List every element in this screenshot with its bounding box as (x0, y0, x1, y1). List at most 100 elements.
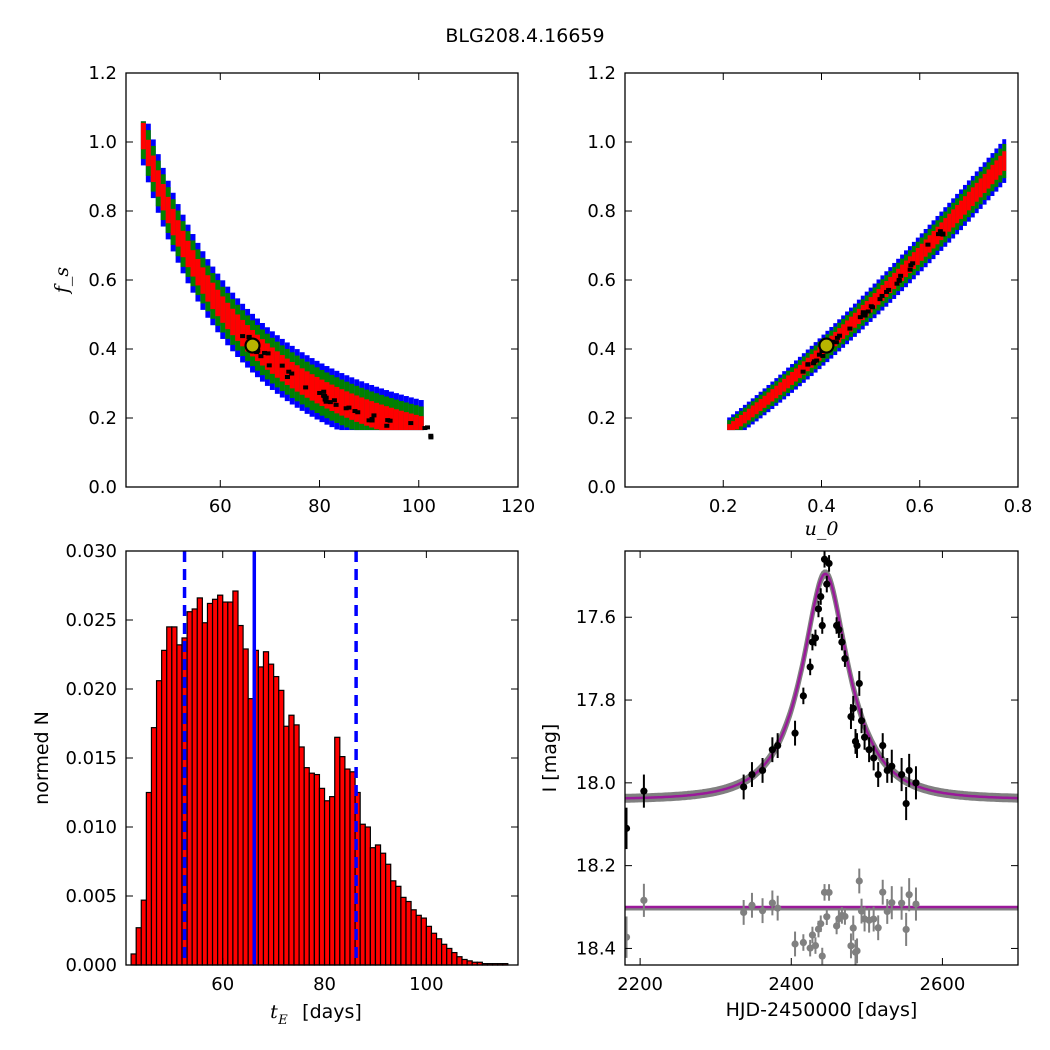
histogram-bar (435, 938, 443, 966)
x-axis-label-math-subscript: E (277, 1013, 288, 1028)
data-point (841, 655, 849, 663)
residual-point (879, 888, 887, 896)
density-cell-red (797, 364, 802, 379)
histogram-bar (379, 852, 387, 966)
best-fit-marker (818, 337, 835, 354)
data-point (898, 770, 906, 779)
histogram-bar (425, 925, 433, 966)
density-cell-red (766, 392, 771, 405)
density-core-cell (258, 354, 264, 359)
data-point (640, 787, 648, 795)
density-cell-red (299, 368, 305, 395)
density-cell-red (731, 421, 736, 431)
density-cell-red (966, 191, 971, 211)
density-cell-red (165, 196, 171, 224)
data-point (791, 729, 799, 737)
density-cell-red (150, 155, 156, 182)
density-cell-red (418, 416, 424, 431)
data-point (814, 605, 823, 613)
residual-point (912, 900, 920, 908)
density-cell-red (959, 200, 963, 219)
density-cell-red (354, 395, 360, 422)
panel-te-histogram: 60 80 100 0.000 0.005 0.010 0.015 0.020 0.025 0.0… (31, 541, 519, 1028)
density-core-cell (428, 433, 434, 438)
y-tick-label: 17.6 (576, 607, 616, 628)
x-tick-label: 100 (402, 496, 436, 517)
density-cell-red (215, 289, 221, 317)
density-cell-red (393, 409, 399, 431)
histogram-bar (390, 880, 397, 966)
density-core-cell (331, 398, 337, 403)
density-cell-red (998, 155, 1003, 176)
histogram-bar (308, 772, 315, 966)
histogram-bar (446, 947, 453, 966)
y-tick-label: 1.0 (88, 132, 117, 153)
density-core-cell (833, 340, 839, 345)
data-point (888, 762, 896, 770)
data-point (879, 741, 887, 750)
density-cell-red (801, 361, 806, 375)
axes-frame (624, 550, 1019, 966)
density-core-cell (284, 375, 290, 380)
density-cell-red (225, 302, 231, 330)
density-cell-red (742, 411, 747, 424)
density-core-cell (369, 417, 375, 422)
x-axis-label: u_0 (805, 518, 839, 540)
density-core-cell (837, 333, 843, 338)
density-cells (727, 139, 1007, 431)
density-cell-red (904, 260, 908, 278)
histogram-bar (420, 917, 427, 966)
density-cell-red (374, 402, 380, 430)
density-cell-red (230, 308, 236, 336)
histogram-bar (278, 689, 285, 966)
y-tick-label: 0.6 (587, 270, 616, 291)
histogram-bar (166, 626, 173, 966)
density-cell-red (962, 196, 967, 215)
residual-point (823, 913, 831, 921)
y-tick-label: 1.2 (587, 63, 616, 84)
x-axis-label-math: t (270, 1001, 278, 1023)
density-core-cell (820, 353, 826, 358)
density-core-cell (266, 363, 272, 368)
density-cell-red (876, 289, 881, 305)
y-tick-label: 0.8 (88, 201, 117, 222)
density-cell-red (220, 296, 226, 323)
density-cell-red (145, 139, 151, 167)
histogram-bar (206, 602, 214, 966)
data-point (870, 754, 878, 762)
density-cell-red (205, 275, 211, 302)
density-cell-red (294, 365, 300, 392)
histogram-bar (323, 800, 331, 966)
axes-frame (624, 72, 1019, 488)
x-axis-label: [days] (302, 1001, 362, 1023)
density-cell-red (738, 414, 743, 427)
density-core-cell (384, 423, 390, 428)
y-tick-label: 0.025 (65, 610, 117, 631)
histogram-bar (461, 958, 468, 966)
x-tick-label: 2200 (617, 974, 663, 995)
histogram-bar (430, 932, 438, 966)
density-core-cell (862, 311, 868, 316)
residual-point (857, 907, 866, 915)
density-core-cell (886, 287, 892, 292)
density-cell-red (778, 382, 783, 395)
density-core-cell (323, 395, 329, 400)
density-core-cell (879, 293, 885, 298)
histogram-bar (395, 885, 402, 966)
density-cell-red (314, 376, 320, 404)
density-cell-red (931, 230, 936, 249)
data-point (825, 559, 833, 568)
density-cell-red (210, 282, 216, 310)
residual-point (791, 940, 799, 948)
data-point (774, 741, 782, 750)
residual-point (818, 952, 826, 960)
density-cell-red (344, 391, 350, 418)
density-cell-red (864, 301, 869, 317)
residual-point (799, 938, 807, 947)
density-core-cell (408, 421, 414, 426)
model-uncertainty-band (625, 569, 1018, 798)
density-cell-red (235, 314, 241, 341)
x-tick-label: 2400 (768, 974, 814, 995)
histogram-bar (257, 666, 265, 966)
density-cell-red (841, 324, 846, 339)
